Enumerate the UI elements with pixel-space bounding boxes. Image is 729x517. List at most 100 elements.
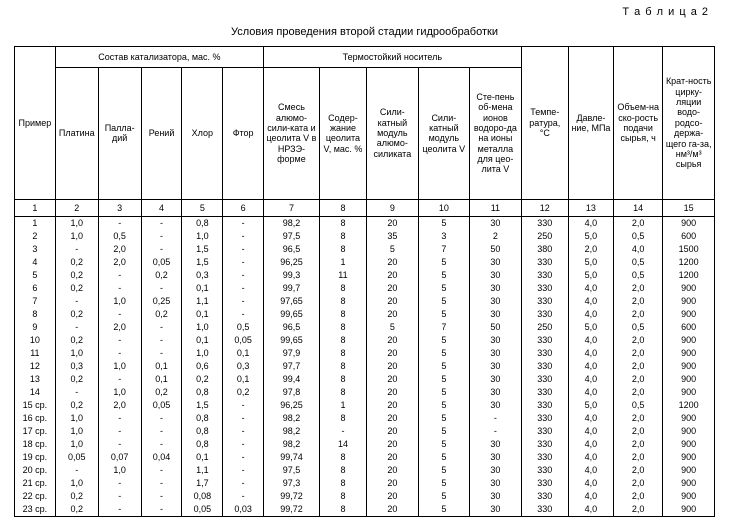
table-cell: 0,1 [141,360,182,373]
table-cell: 2,0 [613,308,662,321]
table-cell: 900 [663,425,715,438]
table-number-label: Т а б л и ц а 2 [622,6,709,18]
table-cell: 330 [521,438,568,451]
table-cell: - [98,412,141,425]
table-cell: 2,0 [613,217,662,231]
table-cell: 0,2 [55,503,98,517]
table-cell: 99,72 [264,503,320,517]
table-cell: 0,2 [55,282,98,295]
table-cell: 330 [521,217,568,231]
table-cell: - [470,425,522,438]
table-body: 11,0--0,8-98,28205303304,02,090021,00,5-… [15,217,715,517]
table-cell: 2,0 [613,490,662,503]
table-cell: 8 [319,477,366,490]
table-cell: 5 [418,438,470,451]
table-cell: 22 ср. [15,490,56,503]
table-cell: 2,0 [613,360,662,373]
table-cell: - [141,282,182,295]
table-cell: - [223,269,264,282]
table-row: 22 ср.0,2--0,08-99,728205303304,02,0900 [15,490,715,503]
hdr-soderzhanie: Содер-жание цеолита V, мас. % [319,67,366,199]
table-cell: 0,2 [141,269,182,282]
hdr-nositel: Термостойкий носитель [264,47,522,68]
table-cell: 5 [418,477,470,490]
table-row: 11,0--0,8-98,28205303304,02,0900 [15,217,715,231]
table-cell: 0,07 [98,451,141,464]
table-cell: 2,0 [98,399,141,412]
table-cell: 2,0 [613,334,662,347]
table-cell: 2,0 [613,347,662,360]
table-cell: 0,2 [55,334,98,347]
table-cell: 5 [418,282,470,295]
table-cell: 1,0 [55,477,98,490]
table-cell: 900 [663,503,715,517]
table-row: 100,2--0,10,0599,658205303304,02,0900 [15,334,715,347]
table-cell: 2,0 [613,373,662,386]
table-cell: 30 [470,334,522,347]
table-cell: 19 ср. [15,451,56,464]
table-cell: 5 [418,490,470,503]
table-cell: 4,0 [568,412,613,425]
table-cell: 96,25 [264,256,320,269]
table-cell: 8 [319,295,366,308]
table-cell: 330 [521,399,568,412]
table-cell: - [223,464,264,477]
table-cell: 330 [521,451,568,464]
table-cell: 4,0 [568,477,613,490]
table-cell: - [141,503,182,517]
table-cell: 330 [521,503,568,517]
hdr-temp: Темпе-ратура, °С [521,47,568,200]
table-cell: 0,1 [182,308,223,321]
table-row: 17 ср.1,0--0,8-98,2-205-3304,02,0900 [15,425,715,438]
table-row: 19 ср.0,050,070,040,1-99,748205303304,02… [15,451,715,464]
table-cell: 1,0 [55,217,98,231]
hdr-primer: Пример [15,47,56,200]
hdr-davlenie: Давле-ние, МПа [568,47,613,200]
table-cell: - [223,308,264,321]
table-cell: 8 [319,490,366,503]
table-cell: 4,0 [568,425,613,438]
table-cell: 900 [663,360,715,373]
table-cell: 5 [418,269,470,282]
colnum: 14 [613,200,662,217]
table-cell: 0,2 [182,373,223,386]
hdr-palladiy: Палла-дий [98,67,141,199]
table-cell: 20 [367,334,419,347]
table-cell: 0,5 [613,321,662,334]
table-cell: 2,0 [613,295,662,308]
table-cell: 900 [663,438,715,451]
table-cell: 4,0 [568,282,613,295]
table-cell: 5,0 [568,230,613,243]
table-cell: 5 [367,243,419,256]
table-cell: - [141,217,182,231]
table-cell: 0,3 [55,360,98,373]
table-cell: 0,6 [182,360,223,373]
table-cell: 30 [470,503,522,517]
table-cell: 10 [15,334,56,347]
table-cell: 330 [521,282,568,295]
table-cell: 330 [521,334,568,347]
table-cell: 30 [470,282,522,295]
table-cell: 20 [367,399,419,412]
table-cell: 5 [418,360,470,373]
table-cell: 1,0 [55,425,98,438]
table-cell: 0,03 [223,503,264,517]
table-cell: - [55,464,98,477]
table-cell: 8 [15,308,56,321]
table-cell: 330 [521,269,568,282]
table-cell: 1500 [663,243,715,256]
table-cell: - [141,412,182,425]
table-cell: - [98,373,141,386]
table-cell: 98,2 [264,425,320,438]
table-cell: 2,0 [98,256,141,269]
table-cell: 4,0 [568,308,613,321]
colnum: 2 [55,200,98,217]
table-cell: 7 [418,243,470,256]
table-row: 21,00,5-1,0-97,5835322505,00,5600 [15,230,715,243]
table-cell: 4,0 [568,490,613,503]
table-cell: 1,5 [182,243,223,256]
table-cell: 600 [663,230,715,243]
table-cell: 8 [319,282,366,295]
table-cell: 0,1 [182,334,223,347]
table-cell: 20 [367,347,419,360]
